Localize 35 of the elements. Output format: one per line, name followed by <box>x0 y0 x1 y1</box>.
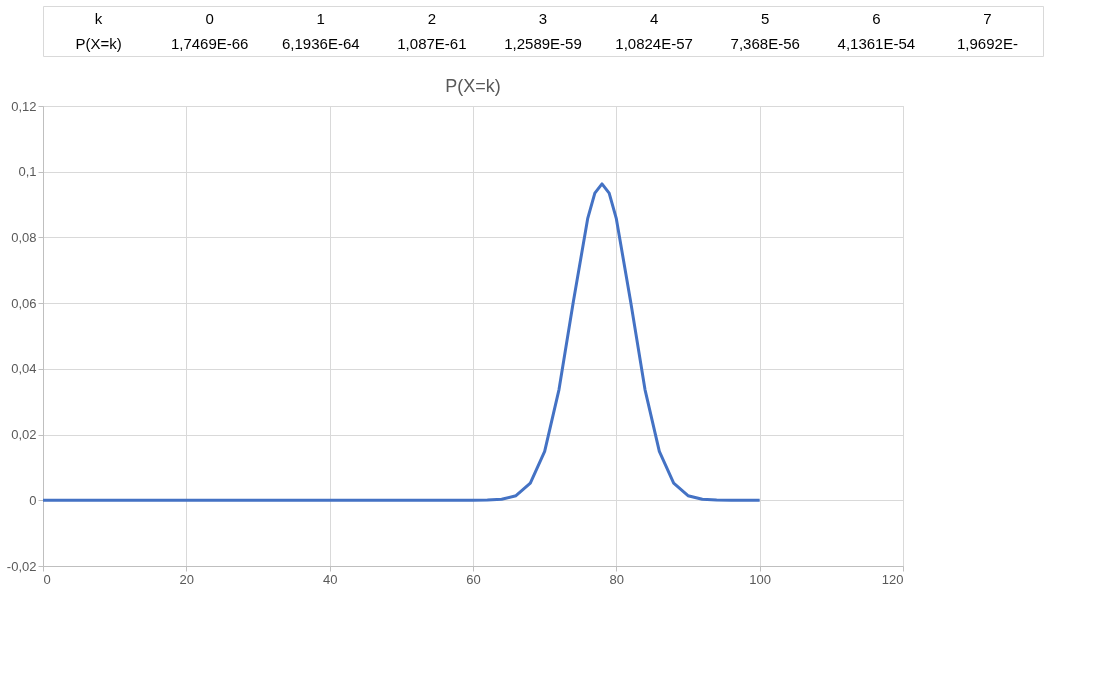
text: 1,2589E-59 <box>504 34 582 52</box>
x-tick-label: 60 <box>466 571 481 587</box>
y-tick-label: 0,04 <box>11 361 37 377</box>
x-tick-label: 0 <box>43 571 51 587</box>
y-tick-label: 0,12 <box>11 98 37 114</box>
text: 0 <box>205 9 214 27</box>
text: 1,0824E-57 <box>615 34 693 52</box>
y-tick-label: 0,06 <box>11 295 37 311</box>
x-tick-label: 100 <box>749 571 772 587</box>
text: 1,7469E-66 <box>170 34 249 52</box>
text: 7 <box>983 9 992 27</box>
chart-title: P(X=k) <box>445 76 501 96</box>
x-tick-label: 80 <box>609 571 625 587</box>
text: 2 <box>427 9 437 27</box>
text: P(X=k) <box>75 34 122 52</box>
text: 6,1936E-64 <box>281 34 360 52</box>
text: 1,9692E- <box>957 34 1018 52</box>
y-tick-label: 0 <box>29 492 37 508</box>
text: 6 <box>872 9 881 27</box>
y-tick-label: 0,02 <box>11 427 37 443</box>
text: 1,087E-61 <box>397 34 467 52</box>
x-tick-label: 120 <box>881 571 904 587</box>
y-tick-label: -0,02 <box>6 558 37 574</box>
text: 1 <box>316 9 325 27</box>
text: 7,368E-56 <box>730 34 800 52</box>
text: 5 <box>761 9 770 27</box>
line-series <box>41 182 762 502</box>
x-tick-label: 20 <box>179 571 195 587</box>
y-tick-label: 0,08 <box>11 229 37 245</box>
y-tick-label: 0,1 <box>18 164 37 180</box>
text: 3 <box>538 9 548 27</box>
x-tick-label: 40 <box>322 571 338 587</box>
text: 4,1361E-54 <box>837 34 916 52</box>
text: 4 <box>649 9 659 27</box>
text: k <box>94 9 103 27</box>
